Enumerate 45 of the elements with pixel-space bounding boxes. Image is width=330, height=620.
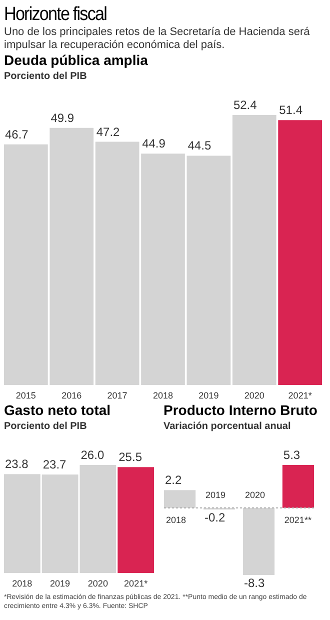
data-label: 47.2 — [96, 124, 120, 139]
x-tick-label: 2017 — [107, 390, 128, 400]
data-label: 46.7 — [5, 127, 29, 142]
x-tick-label: 2020 — [244, 490, 265, 500]
text: Horizonte fiscal — [4, 4, 108, 26]
bar — [95, 142, 140, 385]
x-tick-label: 2016 — [62, 390, 82, 400]
bar — [278, 120, 322, 385]
x-tick-label: 2021* — [288, 390, 312, 400]
data-label: 25.5 — [118, 450, 142, 464]
data-label: -8.3 — [244, 576, 265, 590]
data-label: 52.4 — [233, 98, 258, 112]
bar — [80, 465, 116, 573]
data-label: 23.7 — [42, 458, 67, 472]
chart-title: Deuda pública amplia — [4, 52, 148, 68]
text: Uno de los principales retos de la Secretaría de Hacienda será impulsar la recuperación económica del país. — [4, 26, 311, 52]
data-label: -0.2 — [204, 510, 226, 524]
data-label: 44.5 — [188, 138, 212, 153]
chart-title: Gasto neto total — [4, 402, 111, 418]
x-tick-label: 2021* — [124, 578, 148, 588]
bar — [141, 154, 185, 385]
x-tick-label: 2015 — [16, 390, 36, 400]
chart-subtitle: Porciento del PIB — [4, 71, 87, 82]
x-tick-label: 2018 — [152, 390, 174, 400]
data-label: 2.2 — [165, 473, 182, 488]
data-label: 44.9 — [142, 136, 166, 151]
chart-subtitle: Porciento del PIB — [4, 421, 87, 432]
data-label: 51.4 — [279, 103, 303, 118]
x-tick-label: 2019 — [50, 578, 70, 588]
data-label: 23.8 — [5, 457, 29, 472]
bar — [232, 115, 276, 385]
x-tick-label: 2018 — [12, 578, 32, 588]
x-tick-label: 2019 — [198, 390, 219, 400]
x-tick-label: 2018 — [166, 514, 186, 525]
x-tick-label: 2020 — [244, 390, 264, 400]
x-tick-label: 2021** — [284, 514, 312, 525]
chart-subtitle: Variación porcentual anual — [164, 421, 291, 432]
data-label: 5.3 — [283, 448, 300, 462]
x-tick-label: 2019 — [205, 490, 226, 500]
bar — [118, 467, 154, 573]
data-label: 26.0 — [80, 448, 104, 462]
x-tick-label: 2020 — [88, 578, 108, 588]
bar — [186, 156, 231, 385]
data-label: 49.9 — [50, 110, 74, 125]
chart-title: Producto Interno Bruto — [164, 402, 318, 418]
